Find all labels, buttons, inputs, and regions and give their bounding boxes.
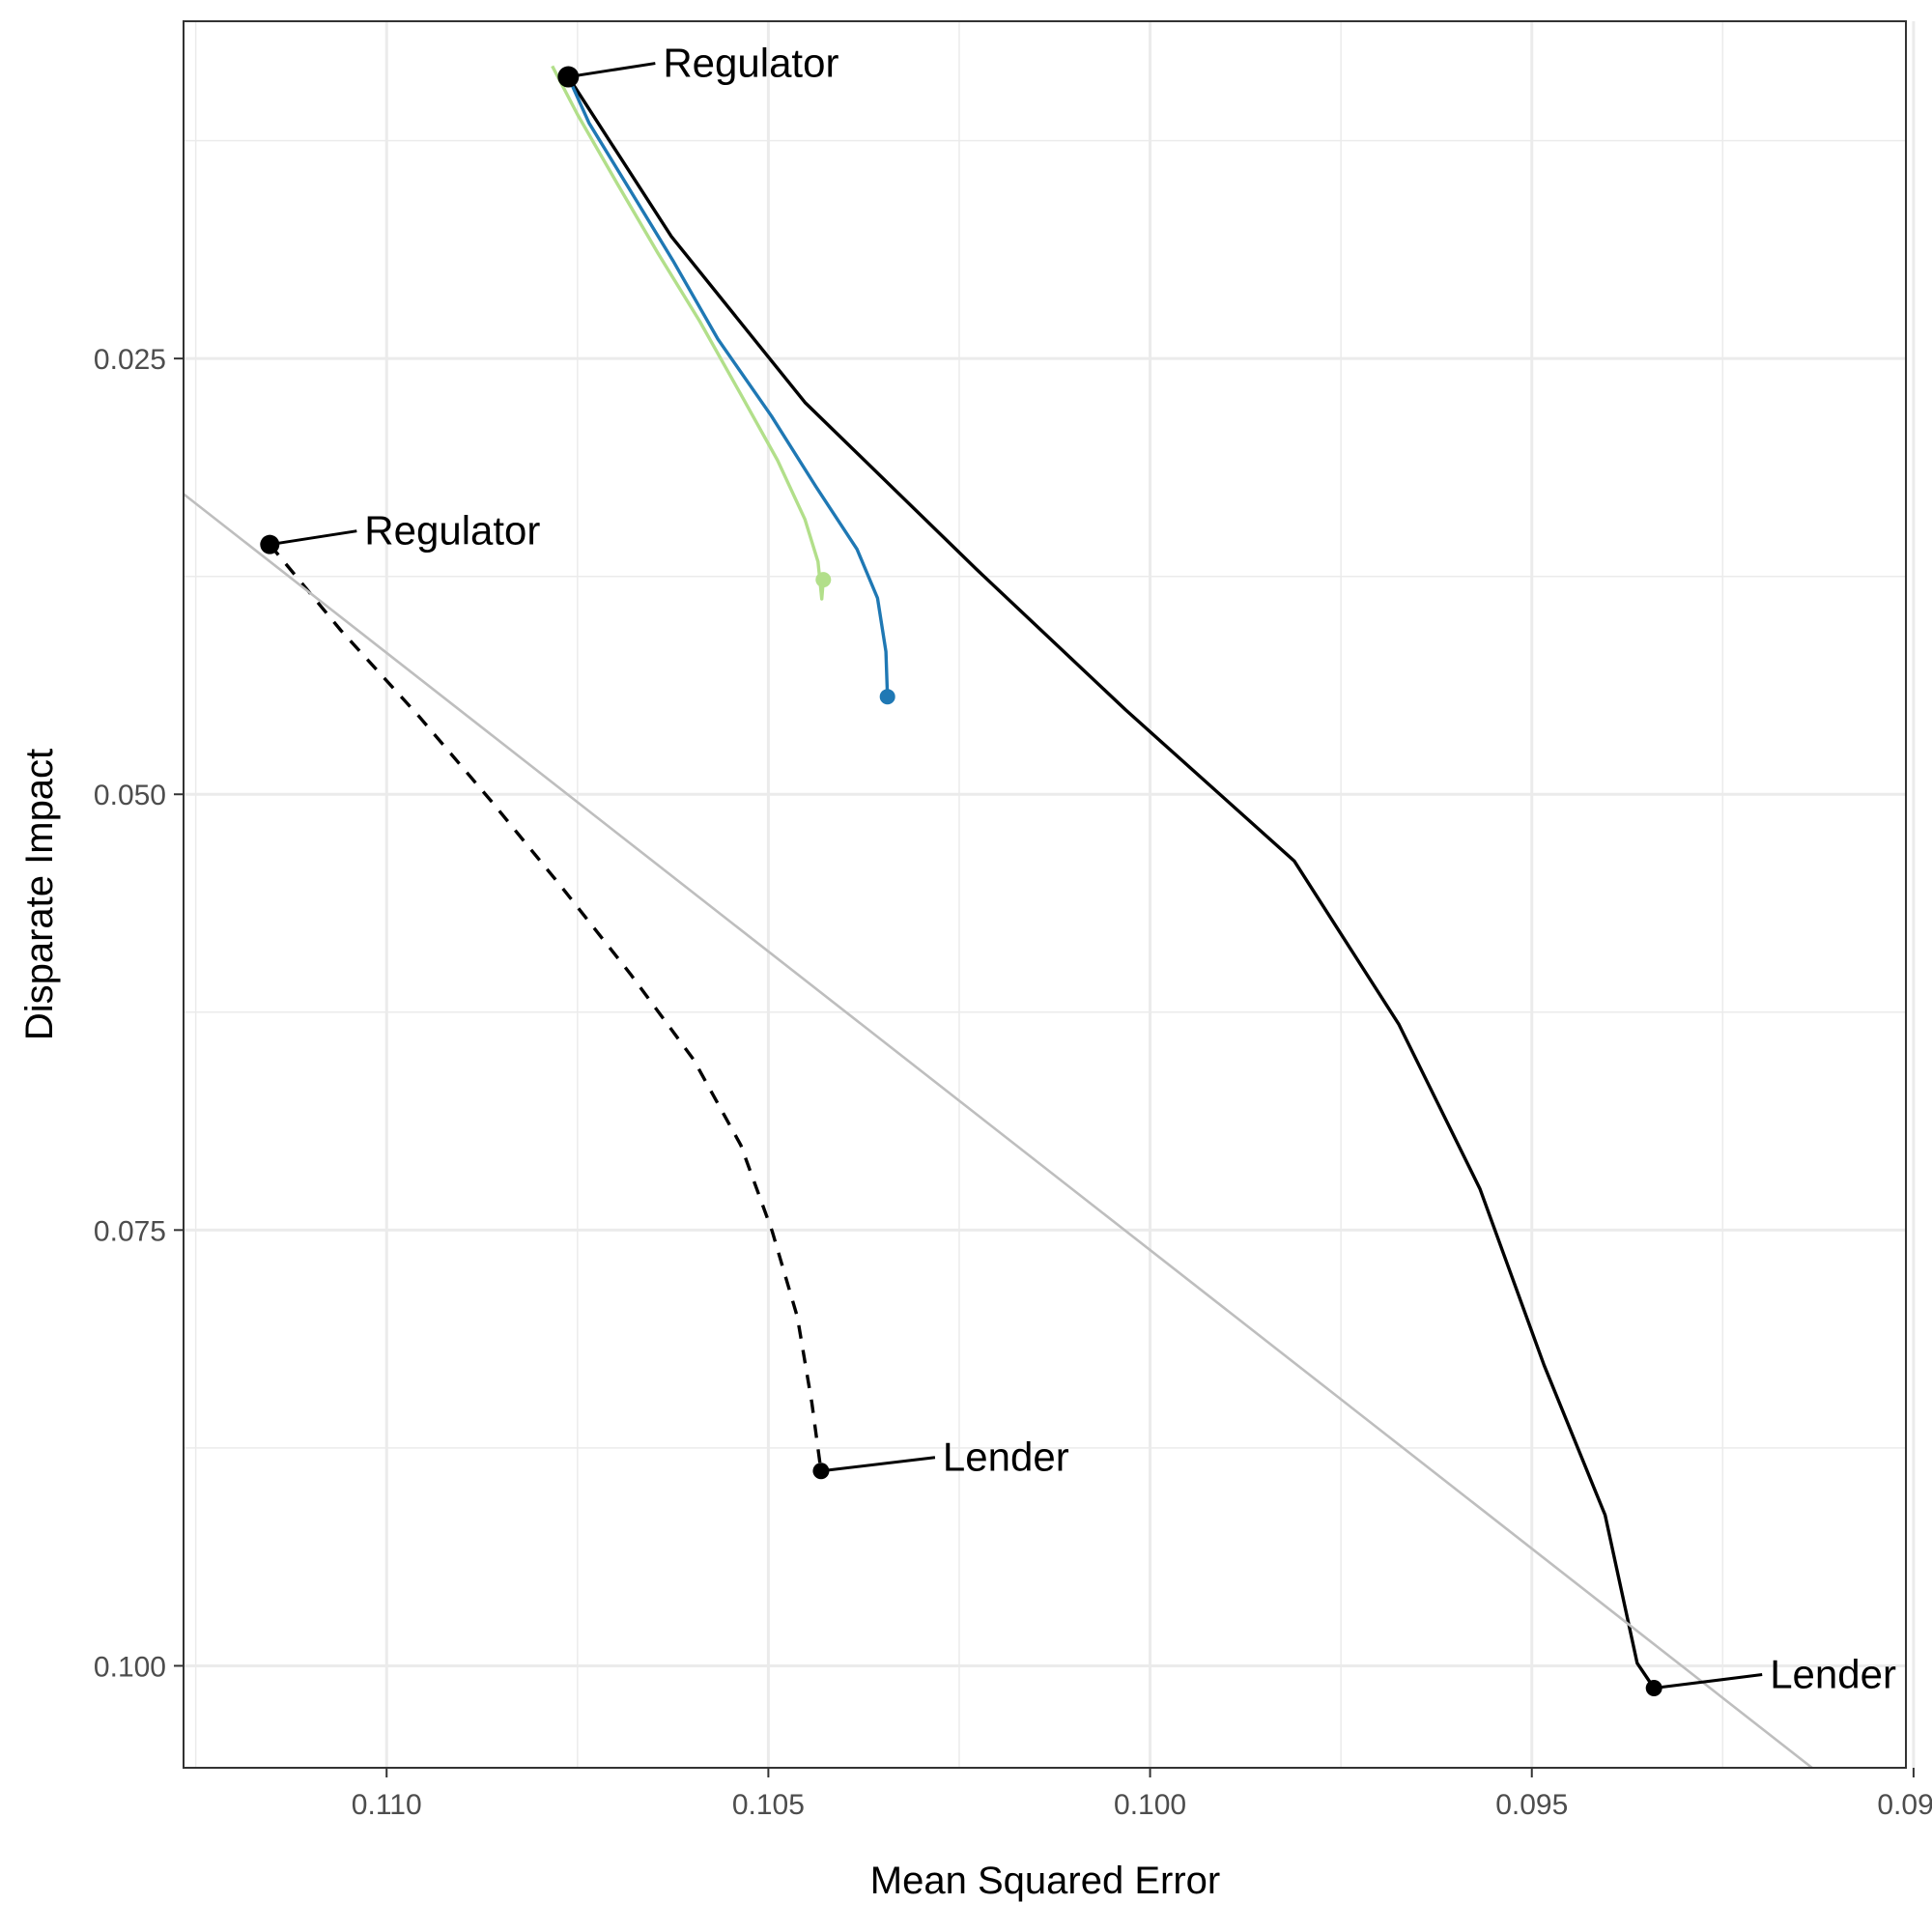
x-tick-label: 0.110	[352, 1789, 422, 1821]
x-tick-label: 0.090	[1877, 1789, 1932, 1821]
grid-major	[184, 21, 1916, 1768]
annotation-label: Lender	[1770, 1652, 1896, 1697]
annotation-label: Lender	[943, 1435, 1069, 1480]
y-axis: 0.025 0.050 0.075 0.100	[94, 344, 184, 1683]
plot-panel-background	[184, 21, 1906, 1768]
annotation-leader	[1654, 1673, 1763, 1690]
annotation-layer: Regulator Regulator Lender Lender	[260, 41, 1896, 1697]
y-tick-label: 0.100	[94, 1651, 166, 1683]
marker-layer	[815, 572, 895, 705]
annotation-label: Regulator	[364, 508, 540, 554]
grid-minor	[184, 21, 1906, 1768]
x-axis-title: Mean Squared Error	[870, 1860, 1220, 1902]
series-frontier-dashed	[268, 543, 823, 1471]
x-tick-label: 0.095	[1495, 1789, 1568, 1821]
series-frontier-solid	[566, 75, 1656, 1690]
plot-panel-border	[183, 20, 1907, 1769]
x-tick-label: 0.100	[1114, 1789, 1186, 1821]
series-reference-line	[183, 493, 1813, 1770]
y-tick-label: 0.075	[94, 1215, 166, 1247]
annotation-label: Regulator	[663, 41, 838, 86]
series-blue-line	[566, 75, 890, 697]
series-end-point	[879, 689, 895, 705]
annotation-leader	[820, 1456, 936, 1473]
series-end-point	[815, 572, 832, 588]
y-tick-label: 0.025	[94, 344, 166, 376]
annotation-leader	[568, 62, 656, 79]
x-tick-label: 0.105	[732, 1789, 805, 1821]
y-axis-title: Disparate Impact	[18, 749, 61, 1040]
y-tick-label: 0.050	[94, 780, 166, 811]
x-axis: 0.110 0.105 0.100 0.095 0.090	[352, 1768, 1932, 1821]
annotation-leader	[270, 529, 357, 547]
